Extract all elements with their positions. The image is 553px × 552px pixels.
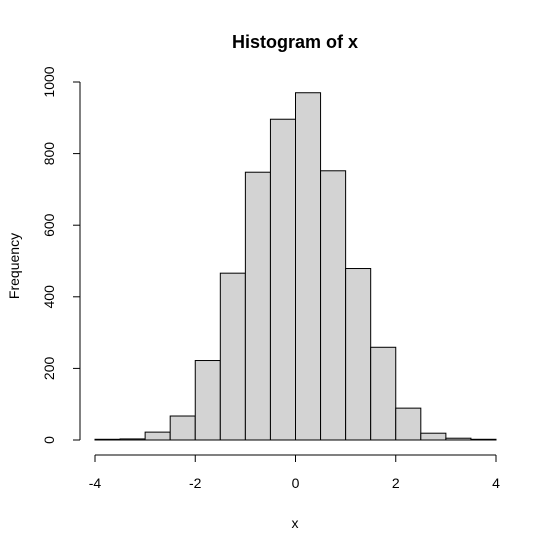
histogram-bar-14 xyxy=(445,437,472,441)
histogram-bar-2 xyxy=(144,431,171,441)
y-tick-label-3: 600 xyxy=(41,213,57,237)
histogram-bar-5 xyxy=(219,272,246,441)
x-tick-label-4: 4 xyxy=(492,475,500,491)
y-tick-label-2: 400 xyxy=(41,285,57,309)
histogram-bar-9 xyxy=(320,170,347,441)
histogram-bar-0 xyxy=(94,438,121,441)
x-tick-label-1: -2 xyxy=(189,475,202,491)
y-axis-label: Frequency xyxy=(6,233,22,299)
histogram-bar-1 xyxy=(119,438,146,441)
x-axis-label: x xyxy=(292,515,299,531)
x-tick-label-3: 2 xyxy=(392,475,400,491)
histogram-bar-6 xyxy=(244,171,271,441)
y-axis: 0 200 400 600 800 1000 xyxy=(41,66,81,444)
histogram-bar-15 xyxy=(470,438,497,441)
y-tick-label-0: 0 xyxy=(41,436,57,444)
x-axis: -4 -2 0 2 4 xyxy=(89,454,500,491)
histogram-bar-3 xyxy=(169,415,196,441)
y-tick-label-4: 800 xyxy=(41,142,57,166)
y-tick-label-1: 200 xyxy=(41,357,57,381)
bars-group xyxy=(94,92,497,441)
y-tick-label-5: 1000 xyxy=(41,66,57,97)
histogram-bar-12 xyxy=(395,407,422,441)
histogram-bar-13 xyxy=(420,432,447,441)
chart-title: Histogram of x xyxy=(232,32,358,52)
histogram-bar-8 xyxy=(295,92,322,441)
histogram-bar-7 xyxy=(269,118,296,441)
histogram-bar-4 xyxy=(194,360,221,441)
x-tick-label-0: -4 xyxy=(89,475,102,491)
x-tick-label-2: 0 xyxy=(292,475,300,491)
histogram-bar-10 xyxy=(345,268,372,441)
histogram-bar-11 xyxy=(370,346,397,441)
